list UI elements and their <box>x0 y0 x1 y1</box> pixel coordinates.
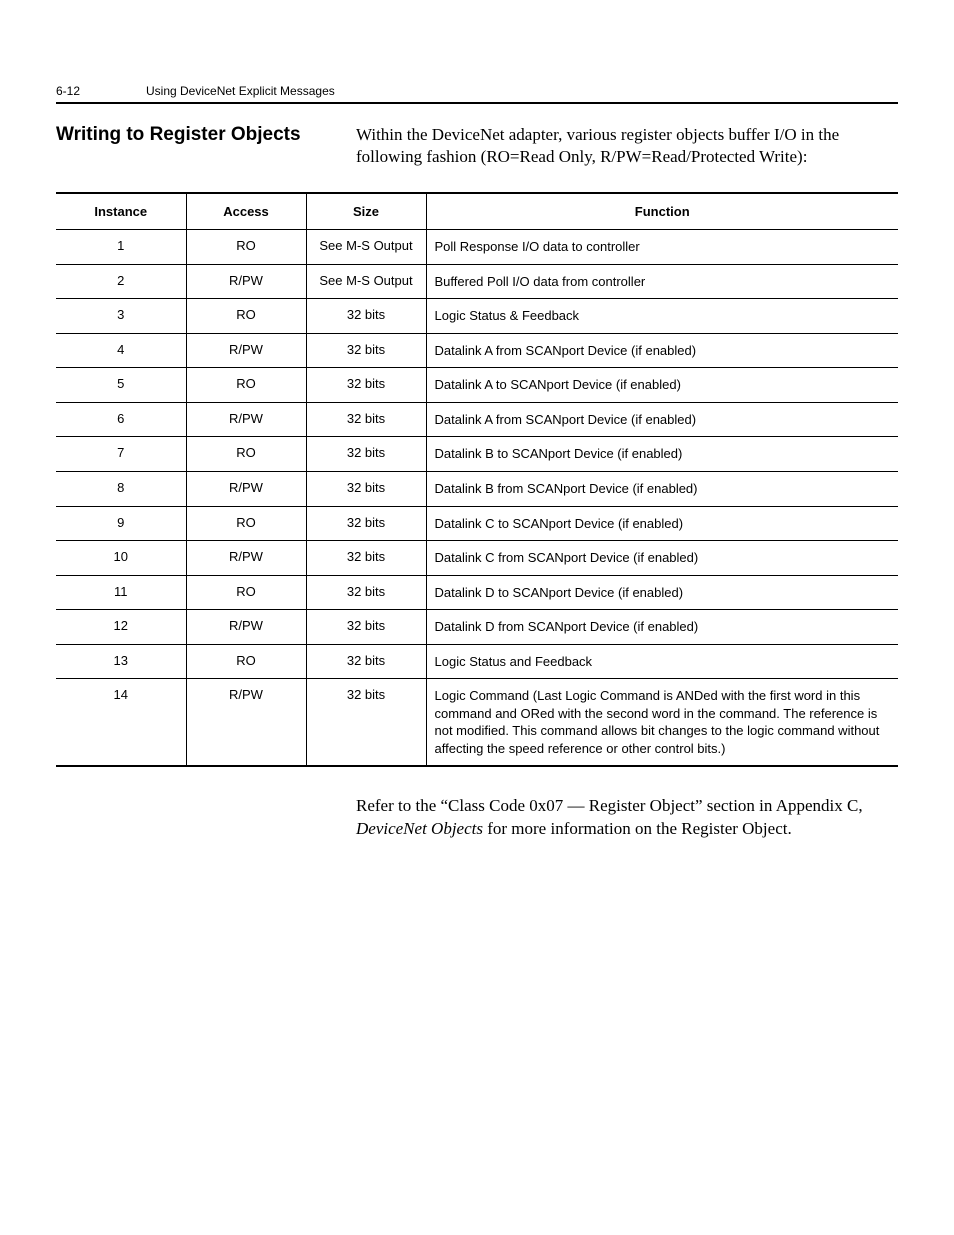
cell-function: Datalink C to SCANport Device (if enable… <box>426 506 898 541</box>
cell-size: 32 bits <box>306 679 426 767</box>
footer-paragraph: Refer to the “Class Code 0x07 — Register… <box>356 795 898 839</box>
cell-size: 32 bits <box>306 575 426 610</box>
footer-text-italic: DeviceNet Objects <box>356 819 483 838</box>
cell-function: Logic Status and Feedback <box>426 644 898 679</box>
cell-size: 32 bits <box>306 472 426 507</box>
cell-access: RO <box>186 506 306 541</box>
column-header-instance: Instance <box>56 193 186 230</box>
cell-instance: 7 <box>56 437 186 472</box>
column-header-function: Function <box>426 193 898 230</box>
cell-function: Datalink A from SCANport Device (if enab… <box>426 402 898 437</box>
table-row: 3 RO 32 bits Logic Status & Feedback <box>56 299 898 334</box>
column-header-size: Size <box>306 193 426 230</box>
cell-instance: 5 <box>56 368 186 403</box>
cell-instance: 2 <box>56 264 186 299</box>
cell-size: 32 bits <box>306 299 426 334</box>
table-row: 4 R/PW 32 bits Datalink A from SCANport … <box>56 333 898 368</box>
table-row: 2 R/PW See M-S Output Buffered Poll I/O … <box>56 264 898 299</box>
cell-size: 32 bits <box>306 437 426 472</box>
table-row: 10 R/PW 32 bits Datalink C from SCANport… <box>56 541 898 576</box>
running-header: 6-12 Using DeviceNet Explicit Messages <box>56 84 898 104</box>
cell-instance: 13 <box>56 644 186 679</box>
column-header-access: Access <box>186 193 306 230</box>
cell-access: R/PW <box>186 402 306 437</box>
table-row: 1 RO See M-S Output Poll Response I/O da… <box>56 230 898 265</box>
cell-size: 32 bits <box>306 610 426 645</box>
cell-size: 32 bits <box>306 368 426 403</box>
page: 6-12 Using DeviceNet Explicit Messages W… <box>0 0 954 1235</box>
cell-access: RO <box>186 644 306 679</box>
table-row: 5 RO 32 bits Datalink A to SCANport Devi… <box>56 368 898 403</box>
cell-function: Datalink D from SCANport Device (if enab… <box>426 610 898 645</box>
cell-instance: 10 <box>56 541 186 576</box>
chapter-title: Using DeviceNet Explicit Messages <box>146 84 335 98</box>
cell-function: Datalink B from SCANport Device (if enab… <box>426 472 898 507</box>
cell-instance: 4 <box>56 333 186 368</box>
table-row: 9 RO 32 bits Datalink C to SCANport Devi… <box>56 506 898 541</box>
cell-access: RO <box>186 437 306 472</box>
cell-size: 32 bits <box>306 644 426 679</box>
footer-text-part1: Refer to the “Class Code 0x07 — Register… <box>356 796 863 815</box>
section-heading: Writing to Register Objects <box>56 124 356 146</box>
cell-size: 32 bits <box>306 333 426 368</box>
cell-instance: 8 <box>56 472 186 507</box>
page-number: 6-12 <box>56 84 146 98</box>
cell-size: 32 bits <box>306 506 426 541</box>
cell-function: Datalink D to SCANport Device (if enable… <box>426 575 898 610</box>
cell-access: R/PW <box>186 264 306 299</box>
cell-function: Poll Response I/O data to controller <box>426 230 898 265</box>
cell-access: RO <box>186 368 306 403</box>
cell-access: R/PW <box>186 541 306 576</box>
table-row: 14 R/PW 32 bits Logic Command (Last Logi… <box>56 679 898 767</box>
cell-function: Logic Command (Last Logic Command is AND… <box>426 679 898 767</box>
table-row: 13 RO 32 bits Logic Status and Feedback <box>56 644 898 679</box>
table-header-row: Instance Access Size Function <box>56 193 898 230</box>
cell-function: Datalink B to SCANport Device (if enable… <box>426 437 898 472</box>
table-row: 6 R/PW 32 bits Datalink A from SCANport … <box>56 402 898 437</box>
cell-access: R/PW <box>186 472 306 507</box>
cell-function: Datalink A to SCANport Device (if enable… <box>426 368 898 403</box>
cell-access: R/PW <box>186 333 306 368</box>
cell-access: RO <box>186 299 306 334</box>
section-intro-paragraph: Within the DeviceNet adapter, various re… <box>356 124 898 168</box>
cell-access: R/PW <box>186 679 306 767</box>
table-row: 12 R/PW 32 bits Datalink D from SCANport… <box>56 610 898 645</box>
section-header-row: Writing to Register Objects Within the D… <box>56 124 898 168</box>
cell-instance: 6 <box>56 402 186 437</box>
register-objects-table: Instance Access Size Function 1 RO See M… <box>56 192 898 767</box>
cell-instance: 14 <box>56 679 186 767</box>
cell-access: RO <box>186 575 306 610</box>
cell-instance: 9 <box>56 506 186 541</box>
cell-instance: 3 <box>56 299 186 334</box>
cell-access: R/PW <box>186 610 306 645</box>
table-row: 7 RO 32 bits Datalink B to SCANport Devi… <box>56 437 898 472</box>
footer-text-part2: for more information on the Register Obj… <box>483 819 792 838</box>
cell-size: 32 bits <box>306 541 426 576</box>
cell-instance: 11 <box>56 575 186 610</box>
cell-size: See M-S Output <box>306 264 426 299</box>
cell-function: Datalink C from SCANport Device (if enab… <box>426 541 898 576</box>
cell-instance: 1 <box>56 230 186 265</box>
cell-function: Logic Status & Feedback <box>426 299 898 334</box>
cell-size: See M-S Output <box>306 230 426 265</box>
cell-size: 32 bits <box>306 402 426 437</box>
cell-access: RO <box>186 230 306 265</box>
cell-function: Datalink A from SCANport Device (if enab… <box>426 333 898 368</box>
cell-function: Buffered Poll I/O data from controller <box>426 264 898 299</box>
table-row: 8 R/PW 32 bits Datalink B from SCANport … <box>56 472 898 507</box>
table-body: 1 RO See M-S Output Poll Response I/O da… <box>56 230 898 767</box>
cell-instance: 12 <box>56 610 186 645</box>
table-row: 11 RO 32 bits Datalink D to SCANport Dev… <box>56 575 898 610</box>
